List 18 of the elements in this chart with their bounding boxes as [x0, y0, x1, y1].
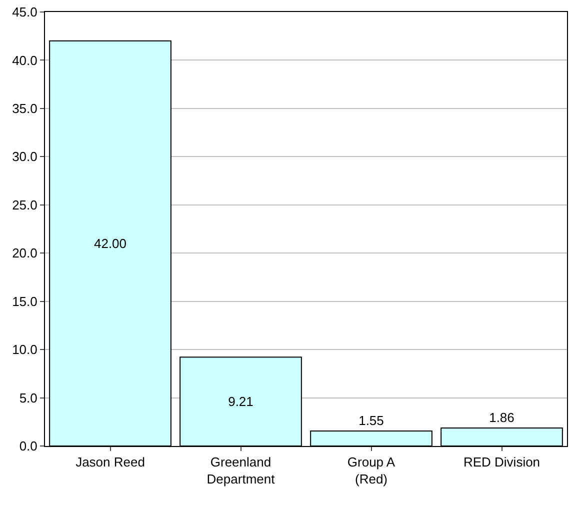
y-tick-label: 30.0 [12, 149, 38, 164]
x-tick-label: RED Division [463, 454, 540, 470]
y-tick-label: 10.0 [12, 342, 38, 358]
y-tick-label: 0.0 [19, 438, 38, 454]
y-tick-label: 40.0 [12, 52, 38, 68]
data-label: 1.55 [358, 413, 384, 428]
y-tick-label: 5.0 [19, 390, 38, 406]
y-tick-label: 35.0 [12, 100, 38, 116]
data-label: 9.21 [228, 394, 254, 410]
y-tick-label: 25.0 [12, 197, 38, 212]
y-tick-label: 15.0 [12, 294, 38, 309]
data-label: 42.00 [94, 236, 127, 251]
y-tick-label: 20.0 [12, 246, 38, 261]
data-label: 1.86 [489, 410, 514, 426]
y-tick-label: 45.0 [12, 4, 38, 20]
x-tick-label: Group A (Red) [347, 454, 396, 486]
x-tick-label: Jason Reed [76, 454, 145, 470]
x-tick-label: Greenland Department [206, 454, 276, 486]
